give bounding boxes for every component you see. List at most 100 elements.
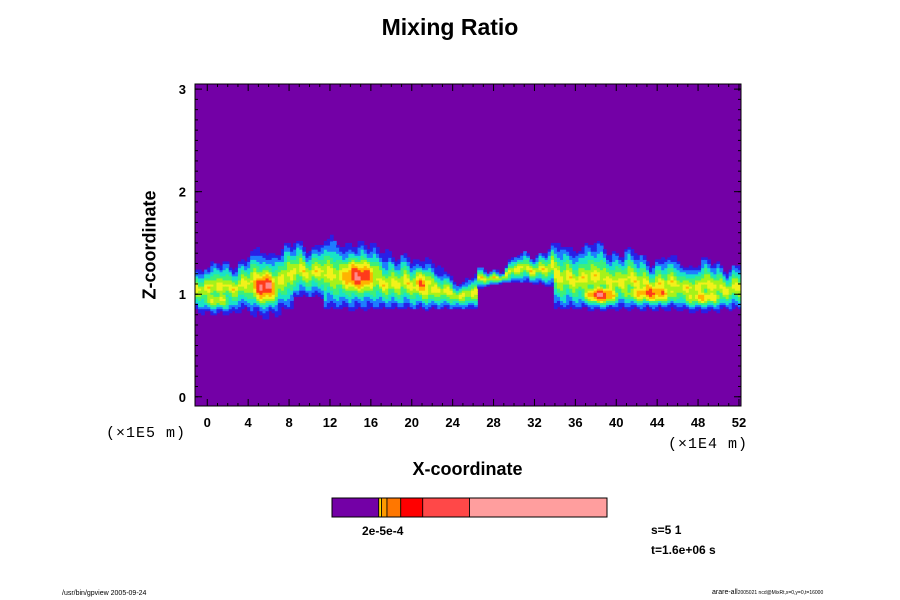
heatmap-cell — [271, 271, 276, 275]
heatmap-cell — [547, 251, 552, 254]
heatmap-cell — [639, 265, 644, 269]
heatmap-cell — [336, 275, 340, 279]
heatmap-cell — [449, 302, 454, 306]
heatmap-cell — [406, 269, 411, 273]
heatmap-cell — [360, 286, 365, 289]
heatmap-cell — [302, 271, 307, 275]
heatmap-cell — [198, 288, 202, 291]
heatmap-cell — [455, 286, 460, 289]
heatmap-cell — [440, 290, 445, 293]
heatmap-cell — [713, 271, 718, 275]
heatmap-cell — [369, 292, 374, 295]
heatmap-cell — [474, 286, 478, 289]
heatmap-cell — [253, 259, 257, 263]
heatmap-cell — [259, 294, 264, 297]
heatmap-cell — [578, 273, 583, 277]
heatmap-cell — [351, 271, 356, 275]
heatmap-cell — [560, 304, 564, 308]
heatmap-cell — [228, 294, 233, 297]
heatmap-cell — [673, 259, 678, 263]
heatmap-cell — [320, 290, 325, 293]
heatmap-cell — [639, 267, 644, 271]
heatmap-cell — [701, 294, 705, 297]
heatmap-cell — [280, 261, 285, 265]
heatmap-cell — [259, 302, 264, 306]
heatmap-cell — [633, 257, 638, 260]
heatmap-cell — [581, 271, 586, 275]
heatmap-cell — [351, 306, 356, 310]
heatmap-cell — [523, 267, 527, 271]
heatmap-cell — [553, 251, 558, 254]
heatmap-cell — [363, 255, 368, 258]
heatmap-cell — [694, 279, 699, 283]
heatmap-cell — [458, 294, 463, 297]
heatmap-cell — [283, 253, 288, 256]
heatmap-cell — [388, 298, 392, 301]
heatmap-cell — [302, 255, 307, 258]
heatmap-cell — [507, 273, 512, 277]
heatmap-cell — [418, 275, 423, 279]
heatmap-cell — [682, 279, 687, 283]
heatmap-cell — [280, 251, 285, 254]
heatmap-cell — [409, 296, 414, 299]
heatmap-cell — [737, 275, 741, 279]
heatmap-cell — [283, 302, 288, 306]
heatmap-cell — [391, 286, 395, 289]
heatmap-cell — [412, 294, 417, 297]
heatmap-cell — [369, 259, 374, 263]
heatmap-cell — [532, 281, 537, 285]
heatmap-cell — [575, 273, 580, 277]
heatmap-cell — [412, 275, 417, 279]
heatmap-cell — [234, 279, 239, 283]
heatmap-cell — [287, 245, 291, 248]
heatmap-cell — [296, 294, 300, 297]
heatmap-cell — [596, 302, 601, 306]
heatmap-cell — [710, 267, 714, 271]
heatmap-cell — [290, 271, 294, 275]
heatmap-cell — [348, 271, 353, 275]
heatmap-cell — [599, 263, 604, 267]
heatmap-cell — [633, 292, 638, 295]
heatmap-cell — [213, 265, 218, 269]
heatmap-cell — [357, 240, 362, 244]
heatmap-cell — [400, 279, 405, 283]
heatmap-cell — [293, 259, 297, 263]
heatmap-cell — [207, 308, 211, 312]
heatmap-cell — [250, 302, 254, 306]
heatmap-cell — [544, 275, 549, 279]
heatmap-cell — [195, 288, 199, 291]
heatmap-cell — [342, 298, 346, 301]
heatmap-cell — [719, 306, 724, 310]
heatmap-cell — [517, 263, 521, 267]
heatmap-cell — [271, 300, 276, 304]
heatmap-cell — [388, 300, 392, 304]
heatmap-cell — [274, 286, 279, 289]
heatmap-cell — [262, 253, 267, 256]
heatmap-cell — [329, 302, 334, 306]
heatmap-cell — [587, 251, 592, 254]
heatmap-cell — [566, 279, 570, 283]
heatmap-cell — [375, 263, 380, 267]
heatmap-cell — [679, 275, 684, 279]
heatmap-cell — [602, 267, 607, 271]
heatmap-cell — [670, 261, 675, 265]
heatmap-cell — [431, 288, 435, 291]
heatmap-cell — [403, 300, 408, 304]
heatmap-cell — [655, 265, 659, 269]
heatmap-cell — [225, 269, 230, 273]
heatmap-cell — [302, 247, 307, 250]
heatmap-cell — [369, 255, 374, 258]
heatmap-cell — [277, 267, 282, 271]
heatmap-cell — [587, 308, 592, 312]
heatmap-cell — [283, 294, 288, 297]
heatmap-cell — [357, 259, 362, 263]
heatmap-cell — [225, 306, 230, 310]
heatmap-cell — [385, 249, 389, 252]
heatmap-cell — [400, 300, 405, 304]
heatmap-cell — [336, 255, 340, 258]
heatmap-cell — [320, 279, 325, 283]
heatmap-cell — [198, 306, 202, 310]
heatmap-cell — [348, 281, 353, 285]
heatmap-cell — [609, 273, 613, 277]
heatmap-cell — [719, 283, 724, 287]
